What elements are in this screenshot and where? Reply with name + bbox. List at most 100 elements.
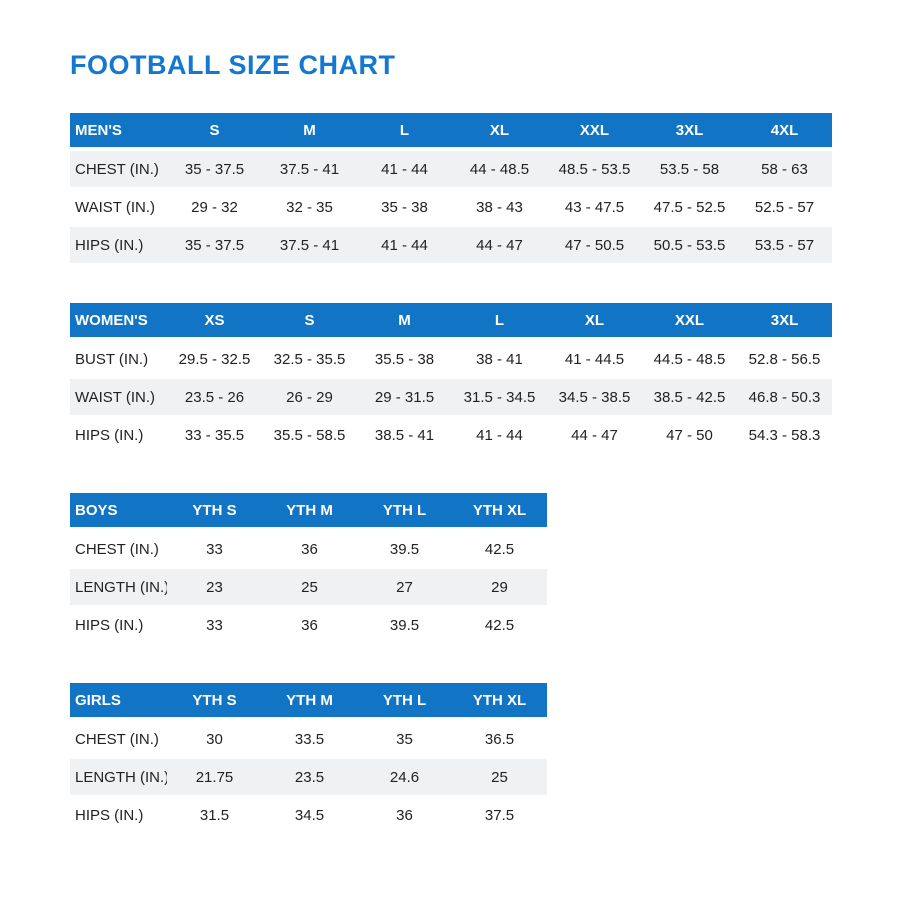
size-cell: 32.5 - 35.5 <box>273 350 346 368</box>
size-cell: 47 - 50 <box>666 426 713 444</box>
size-cell: 42.5 <box>484 540 515 558</box>
size-cell: 46.8 - 50.3 <box>748 388 821 406</box>
size-cell: 31.5 - 34.5 <box>463 388 536 406</box>
size-cell: 39.5 <box>389 616 420 634</box>
size-header-cell: XL <box>489 121 510 139</box>
row-label: LENGTH (IN.) <box>75 578 167 596</box>
table-row: LENGTH (IN.) 23 25 27 29 <box>70 569 547 605</box>
size-header-cell: YTH M <box>286 501 333 519</box>
table-row: LENGTH (IN.) 21.75 23.5 24.6 25 <box>70 759 547 795</box>
size-header-cell: YTH L <box>382 691 427 709</box>
size-header-cell: L <box>494 311 505 329</box>
table-row: HIPS (IN.) 33 - 35.5 35.5 - 58.5 38.5 - 41 4… <box>70 417 832 453</box>
womens-size-table: WOMEN'S XS S M L XL XXL 3XL BUST (IN.) 29.5 - 32.… <box>70 303 832 453</box>
size-cell: 27 <box>396 578 413 596</box>
girls-size-table: GIRLS YTH S YTH M YTH L YTH XL CHEST (IN.) 30 3… <box>70 683 547 833</box>
size-cell: 53.5 - 57 <box>754 236 815 254</box>
page-title: FOOTBALL SIZE CHART <box>70 50 396 80</box>
size-header-cell: S <box>209 121 220 139</box>
size-header-cell: M <box>303 121 316 139</box>
size-cell: 52.5 - 57 <box>754 198 815 216</box>
size-cell: 44.5 - 48.5 <box>653 350 726 368</box>
table-row: WAIST (IN.) 23.5 - 26 26 - 29 29 - 31.5 31.5… <box>70 379 832 415</box>
size-cell: 29 <box>491 578 508 596</box>
size-cell: 41 - 44 <box>381 236 428 254</box>
size-cell: 24.6 <box>389 768 420 786</box>
row-label: CHEST (IN.) <box>75 730 159 748</box>
table-title-cell: MEN'S <box>75 121 122 139</box>
size-header-cell: YTH XL <box>472 691 527 709</box>
table-title-cell: WOMEN'S <box>75 311 148 329</box>
size-header-cell: 3XL <box>675 121 704 139</box>
size-cell: 39.5 <box>389 540 420 558</box>
size-cell: 33 - 35.5 <box>184 426 245 444</box>
table-header-row: GIRLS YTH S YTH M YTH L YTH XL <box>70 683 547 717</box>
size-header-cell: XS <box>204 311 225 329</box>
size-cell: 36 <box>301 540 318 558</box>
size-cell: 35.5 - 38 <box>374 350 435 368</box>
size-cell: 54.3 - 58.3 <box>748 426 821 444</box>
size-chart-page: FOOTBALL SIZE CHART MEN'S S M L XL XXL 3XL 4XL C… <box>70 50 832 833</box>
row-label: WAIST (IN.) <box>75 198 155 216</box>
size-header-cell: M <box>398 311 411 329</box>
size-cell: 38.5 - 41 <box>374 426 435 444</box>
table-row: WAIST (IN.) 29 - 32 32 - 35 35 - 38 38 - 43 4… <box>70 189 832 225</box>
size-cell: 58 - 63 <box>761 160 808 178</box>
size-cell: 36.5 <box>484 730 515 748</box>
size-cell: 42.5 <box>484 616 515 634</box>
table-row: CHEST (IN.) 35 - 37.5 37.5 - 41 41 - 44 44 -… <box>70 151 832 187</box>
size-cell: 41 - 44 <box>476 426 523 444</box>
size-cell: 23.5 <box>294 768 325 786</box>
size-cell: 33.5 <box>294 730 325 748</box>
size-cell: 33 <box>206 540 223 558</box>
table-title-cell: GIRLS <box>75 691 121 709</box>
size-cell: 53.5 - 58 <box>659 160 720 178</box>
table-title-cell: BOYS <box>75 501 118 519</box>
table-row: CHEST (IN.) 33 36 39.5 42.5 <box>70 531 547 567</box>
size-cell: 29.5 - 32.5 <box>178 350 251 368</box>
size-cell: 48.5 - 53.5 <box>558 160 631 178</box>
size-header-cell: XXL <box>579 121 610 139</box>
row-label: CHEST (IN.) <box>75 540 159 558</box>
table-row: HIPS (IN.) 33 36 39.5 42.5 <box>70 607 547 643</box>
size-cell: 47 - 50.5 <box>564 236 625 254</box>
size-cell: 50.5 - 53.5 <box>653 236 726 254</box>
size-header-cell: L <box>399 121 410 139</box>
size-header-cell: 4XL <box>770 121 799 139</box>
size-cell: 38.5 - 42.5 <box>653 388 726 406</box>
size-cell: 29 - 31.5 <box>374 388 435 406</box>
size-header-cell: S <box>304 311 315 329</box>
row-label: HIPS (IN.) <box>75 806 144 824</box>
size-cell: 29 - 32 <box>191 198 238 216</box>
size-cell: 41 - 44 <box>381 160 428 178</box>
size-cell: 34.5 - 38.5 <box>558 388 631 406</box>
table-header-row: WOMEN'S XS S M L XL XXL 3XL <box>70 303 832 337</box>
size-cell: 52.8 - 56.5 <box>748 350 821 368</box>
size-cell: 37.5 - 41 <box>279 160 340 178</box>
row-label: HIPS (IN.) <box>75 426 144 444</box>
size-cell: 30 <box>206 730 223 748</box>
size-cell: 33 <box>206 616 223 634</box>
size-cell: 36 <box>301 616 318 634</box>
size-cell: 35 - 37.5 <box>184 160 245 178</box>
size-cell: 31.5 <box>199 806 230 824</box>
size-cell: 23 <box>206 578 223 596</box>
row-label: HIPS (IN.) <box>75 616 144 634</box>
size-header-cell: YTH XL <box>472 501 527 519</box>
size-cell: 35.5 - 58.5 <box>273 426 346 444</box>
size-cell: 21.75 <box>195 768 234 786</box>
size-header-cell: YTH S <box>192 501 237 519</box>
row-label: CHEST (IN.) <box>75 160 159 178</box>
size-cell: 44 - 47 <box>476 236 523 254</box>
size-header-cell: YTH L <box>382 501 427 519</box>
boys-size-table: BOYS YTH S YTH M YTH L YTH XL CHEST (IN.) 33 36… <box>70 493 547 643</box>
size-cell: 35 - 38 <box>381 198 428 216</box>
table-header-row: MEN'S S M L XL XXL 3XL 4XL <box>70 113 832 147</box>
size-cell: 23.5 - 26 <box>184 388 245 406</box>
size-cell: 41 - 44.5 <box>564 350 625 368</box>
size-header-cell: XXL <box>674 311 705 329</box>
size-cell: 25 <box>491 768 508 786</box>
size-cell: 36 <box>396 806 413 824</box>
table-row: HIPS (IN.) 35 - 37.5 37.5 - 41 41 - 44 44 - … <box>70 227 832 263</box>
size-cell: 44 - 48.5 <box>469 160 530 178</box>
